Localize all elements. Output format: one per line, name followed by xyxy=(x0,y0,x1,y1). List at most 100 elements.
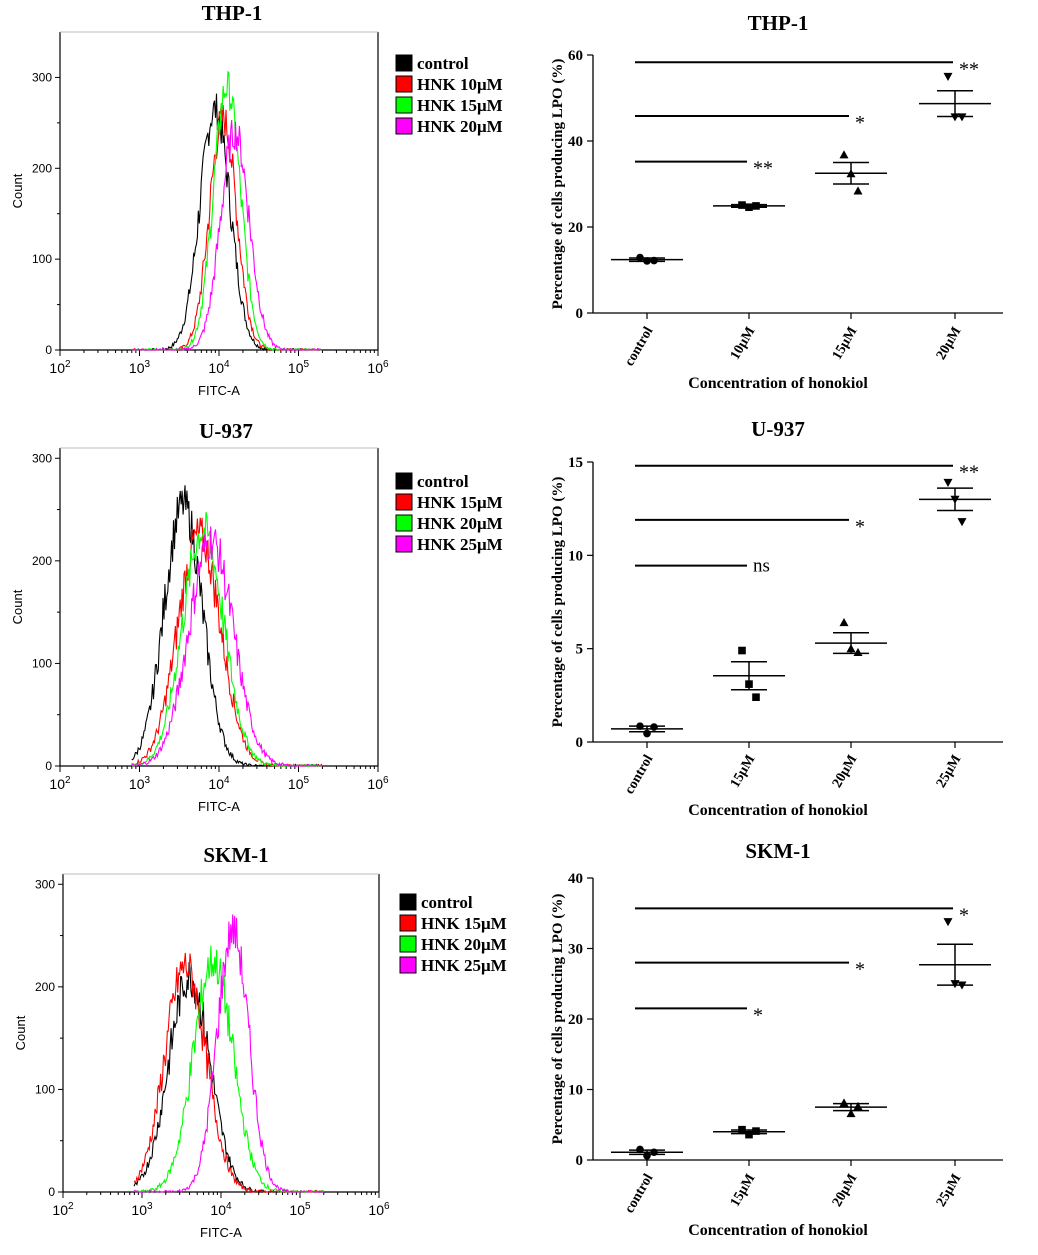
scatter-y-tick-label: 20 xyxy=(568,1012,583,1028)
significance-label: * xyxy=(753,1004,763,1026)
tick-exponent: 5 xyxy=(304,775,310,786)
hist-y-tick-label: 100 xyxy=(32,252,52,266)
scatter-x-tick-label: 20μM xyxy=(934,325,965,363)
tick-base: 10 xyxy=(367,360,383,376)
legend-label: control xyxy=(417,54,469,73)
hist-x-tick-label: 106 xyxy=(367,359,389,376)
tick-base: 10 xyxy=(129,776,145,792)
scatter-x-label: Concentration of honokiol xyxy=(688,1222,868,1239)
marker-triangle-down xyxy=(943,478,953,488)
tick-exponent: 6 xyxy=(383,775,389,786)
legend-label: control xyxy=(421,893,473,912)
marker-triangle xyxy=(839,150,849,159)
tick-exponent: 4 xyxy=(224,775,230,786)
hist-x-label: FITC-A xyxy=(198,383,240,398)
tick-exponent: 4 xyxy=(224,359,230,370)
scatter-x-tick-label: control xyxy=(622,1171,656,1215)
marker-circle xyxy=(650,723,658,731)
hist-curve-3 xyxy=(131,119,323,352)
scatter-y-tick-label: 0 xyxy=(576,735,584,751)
tick-exponent: 4 xyxy=(226,1201,232,1212)
hist-x-tick-label: 103 xyxy=(129,775,151,792)
scatter-y-tick-label: 10 xyxy=(568,548,583,564)
tick-base: 10 xyxy=(367,776,383,792)
tick-base: 10 xyxy=(49,360,65,376)
scatter-title: U-937 xyxy=(751,417,805,441)
tick-exponent: 3 xyxy=(147,1201,153,1212)
scatter-x-tick-label: 10μM xyxy=(728,325,759,363)
tick-base: 10 xyxy=(52,1202,68,1218)
legend-label: HNK 15μM xyxy=(417,96,503,115)
legend-label: HNK 25μM xyxy=(417,535,503,554)
marker-square xyxy=(745,203,753,212)
marker-triangle-down xyxy=(950,495,960,504)
tick-base: 10 xyxy=(49,776,65,792)
tick-base: 10 xyxy=(208,776,224,792)
tick-exponent: 2 xyxy=(68,1201,74,1212)
tick-base: 10 xyxy=(289,1202,305,1218)
marker-circle xyxy=(643,1151,651,1160)
marker-triangle xyxy=(846,1108,856,1118)
scatter-y-tick-label: 10 xyxy=(568,1083,583,1099)
legend-swatch xyxy=(399,935,417,953)
tick-base: 10 xyxy=(208,360,224,376)
marker-triangle-down xyxy=(957,981,967,990)
marker-triangle-down xyxy=(950,113,960,122)
hist-x-tick-label: 103 xyxy=(129,359,151,376)
tick-base: 10 xyxy=(131,1202,147,1218)
tick-exponent: 2 xyxy=(65,359,71,370)
hist-y-tick-label: 0 xyxy=(48,1185,55,1199)
hist-curve-2 xyxy=(131,70,323,351)
tick-base: 10 xyxy=(288,776,304,792)
scatter-x-tick-label: 25μM xyxy=(934,1172,965,1210)
scatter-title: THP-1 xyxy=(748,11,809,35)
legend-swatch xyxy=(395,535,413,553)
legend-swatch xyxy=(395,472,413,490)
scatter-y-tick-label: 15 xyxy=(568,455,583,471)
marker-triangle xyxy=(839,1098,849,1107)
scatter-y-tick-label: 0 xyxy=(576,306,584,322)
hist-curve-0 xyxy=(131,485,323,768)
tick-base: 10 xyxy=(210,1202,226,1218)
hist-y-tick-label: 100 xyxy=(35,1082,55,1096)
hist-x-tick-label: 102 xyxy=(52,1201,74,1218)
scatter-y-label: Percentage of cells producing LPO (%) xyxy=(550,59,566,310)
scatter-x-tick-label: 20μM xyxy=(830,1172,861,1210)
scatter-y-tick-label: 40 xyxy=(568,134,583,150)
hist-x-tick-label: 106 xyxy=(368,1201,390,1218)
hist-y-label: Count xyxy=(10,589,25,624)
hist-curve-3 xyxy=(131,526,323,767)
tick-exponent: 5 xyxy=(304,359,310,370)
scatter-y-tick-label: 0 xyxy=(576,1153,584,1169)
significance-label: * xyxy=(959,904,969,926)
legend-label: HNK 15μM xyxy=(417,493,503,512)
scatter-x-tick-label: 15μM xyxy=(728,1172,759,1210)
marker-square xyxy=(752,693,760,701)
marker-triangle xyxy=(846,644,856,653)
hist-y-tick-label: 300 xyxy=(35,877,55,891)
hist-title: THP-1 xyxy=(202,1,263,25)
hist-x-tick-label: 103 xyxy=(131,1201,153,1218)
hist-curve-1 xyxy=(131,104,323,351)
hist-curve-3 xyxy=(133,914,324,1194)
hist-y-label: Count xyxy=(10,173,25,208)
marker-triangle-down xyxy=(957,518,967,527)
significance-label: * xyxy=(855,959,865,981)
tick-base: 10 xyxy=(368,1202,384,1218)
significance-label: ** xyxy=(959,58,979,80)
hist-y-tick-label: 200 xyxy=(32,161,52,175)
legend-label: HNK 25μM xyxy=(421,956,507,975)
scatter-y-tick-label: 30 xyxy=(568,942,583,958)
marker-square xyxy=(738,201,746,209)
tick-exponent: 3 xyxy=(145,359,151,370)
marker-triangle-down xyxy=(950,980,960,989)
tick-base: 10 xyxy=(288,360,304,376)
tick-exponent: 5 xyxy=(305,1201,311,1212)
marker-circle xyxy=(636,722,644,730)
marker-triangle xyxy=(853,1101,863,1111)
hist-x-tick-label: 104 xyxy=(208,775,230,792)
legend-swatch xyxy=(399,893,417,911)
marker-square xyxy=(745,680,753,688)
significance-label: ** xyxy=(753,158,773,180)
hist-title: U-937 xyxy=(199,419,253,443)
